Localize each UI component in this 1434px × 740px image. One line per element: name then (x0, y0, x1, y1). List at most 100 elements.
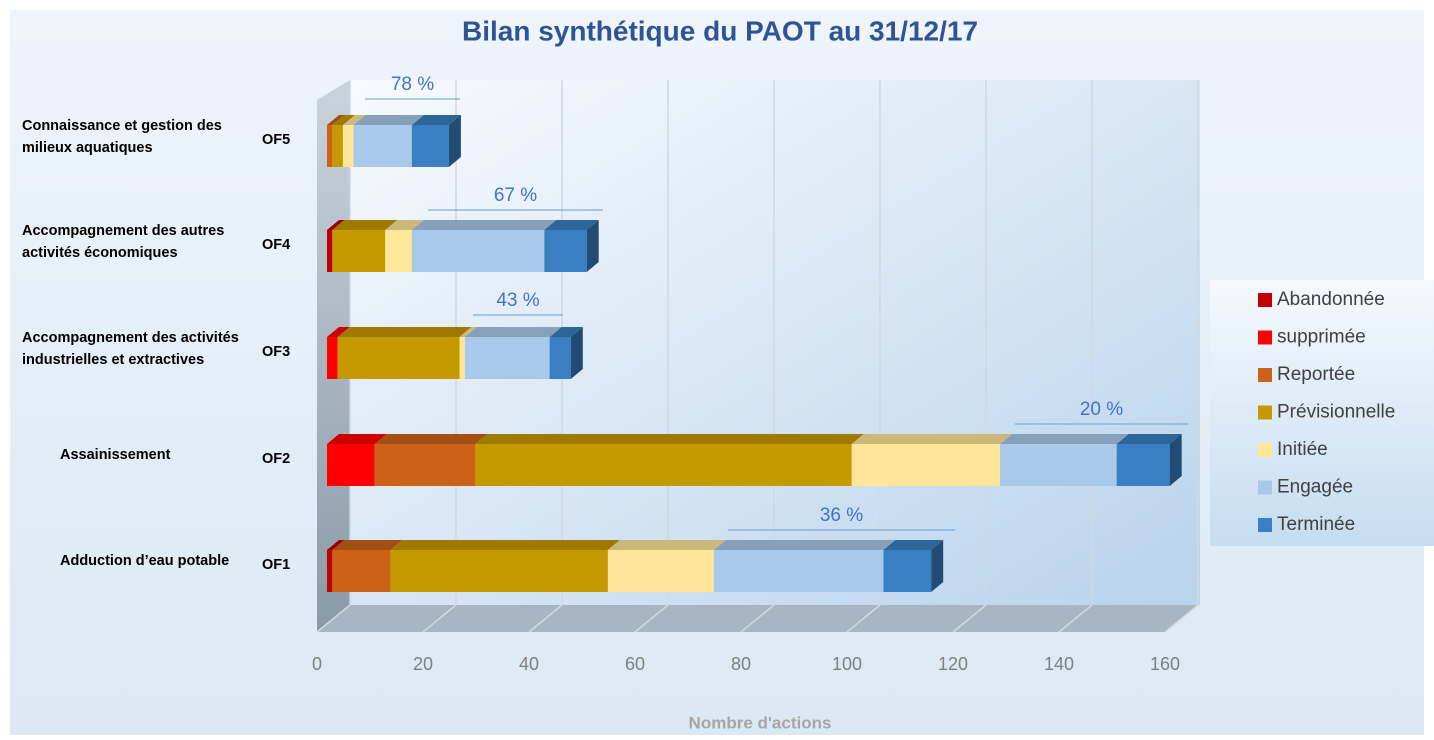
x-tick-label: 40 (519, 654, 539, 674)
bar-top (332, 220, 398, 230)
category-label: Assainissement (60, 447, 171, 463)
legend-swatch (1258, 405, 1272, 420)
x-tick-label: 160 (1150, 654, 1180, 674)
bar (549, 337, 571, 379)
category-code: OF1 (262, 557, 290, 573)
bar (327, 125, 333, 167)
category-code: OF4 (262, 237, 290, 253)
category-label: activités économiques (22, 245, 178, 261)
floor-grid-line (1058, 604, 1093, 633)
floor-grid-line (846, 604, 881, 633)
legend-swatch (1258, 368, 1272, 382)
category-label: milieux aquatiques (22, 140, 153, 156)
bar-top (327, 220, 345, 230)
bar (327, 230, 333, 272)
bar-side (931, 540, 944, 592)
category-label: Accompagnement des activités (22, 330, 239, 346)
category-label: Accompagnement des autres (22, 223, 224, 239)
bar (544, 230, 587, 272)
bar (411, 125, 449, 167)
bar (327, 444, 375, 486)
bar (332, 550, 391, 592)
floor-grid-line (528, 604, 563, 633)
bar (1116, 444, 1170, 486)
bar-top (549, 327, 583, 337)
percent-label: 67 % (494, 185, 537, 206)
floor-grid-line (634, 604, 669, 633)
bar-top (883, 540, 944, 550)
bar (1000, 444, 1117, 486)
x-tick-label: 80 (731, 654, 751, 674)
legend-swatch (1258, 330, 1272, 345)
floor-grid-line (422, 604, 457, 633)
bar (342, 125, 354, 167)
bar (475, 444, 852, 486)
category-code: OF3 (262, 344, 290, 360)
bar-top (327, 327, 350, 337)
bar-side (1169, 434, 1182, 486)
x-tick-label: 0 (312, 654, 322, 674)
bar-top (607, 540, 726, 550)
legend-swatch (1258, 293, 1272, 307)
bar-top (411, 115, 461, 125)
bar-top (459, 327, 477, 337)
bar (374, 444, 476, 486)
floor-grid-line (952, 604, 987, 633)
legend-label: Prévisionnelle (1277, 402, 1395, 423)
bar-top (332, 540, 403, 550)
floor-grid-line (316, 604, 351, 633)
bar (411, 230, 545, 272)
bar-top (713, 540, 896, 550)
bar (883, 550, 932, 592)
legend-swatch (1258, 518, 1272, 532)
category-code: OF2 (262, 451, 290, 467)
bar-top (475, 434, 864, 444)
bar-side (586, 220, 599, 272)
bar-top (327, 540, 345, 550)
category-label: Adduction d’eau potable (60, 553, 229, 569)
x-tick-label: 120 (938, 654, 968, 674)
bar (607, 550, 714, 592)
bar-top (337, 327, 472, 337)
bar (464, 337, 550, 379)
legend-label: Reportée (1277, 364, 1355, 385)
bar (851, 444, 1001, 486)
bar-top (342, 115, 366, 125)
legend-label: Abandonnée (1277, 289, 1385, 310)
x-tick-label: 140 (1044, 654, 1074, 674)
bar-side (570, 327, 583, 379)
legend-label: supprimée (1277, 327, 1366, 348)
x-tick-label: 60 (625, 654, 645, 674)
percent-label: 78 % (391, 74, 434, 95)
category-label: Connaissance et gestion des (22, 118, 222, 134)
bar (390, 550, 608, 592)
percent-label: 36 % (820, 505, 863, 526)
bar (332, 125, 343, 167)
bar (713, 550, 884, 592)
bar-top (1116, 434, 1182, 444)
percent-label: 20 % (1080, 399, 1123, 420)
bar-top (390, 540, 620, 550)
bar-top (327, 434, 387, 444)
bar (385, 230, 412, 272)
category-label: industrielles et extractives (22, 352, 204, 368)
bar-top (544, 220, 599, 230)
bar-top (851, 434, 1013, 444)
bar-top (353, 115, 424, 125)
bar (332, 230, 386, 272)
legend-swatch (1258, 443, 1272, 457)
bar (327, 337, 338, 379)
bar-top (327, 115, 345, 125)
bar-top (411, 220, 557, 230)
legend-label: Engagée (1277, 477, 1353, 498)
bar-side (448, 115, 461, 167)
bar (353, 125, 412, 167)
legend-label: Initiée (1277, 439, 1328, 460)
bar-top (464, 327, 562, 337)
x-axis-title: Nombre d'actions (689, 713, 832, 732)
legend-label: Terminée (1277, 514, 1355, 535)
legend-box (1210, 280, 1434, 546)
chart-title: Bilan synthétique du PAOT au 31/12/17 (462, 15, 978, 46)
bar (459, 337, 465, 379)
